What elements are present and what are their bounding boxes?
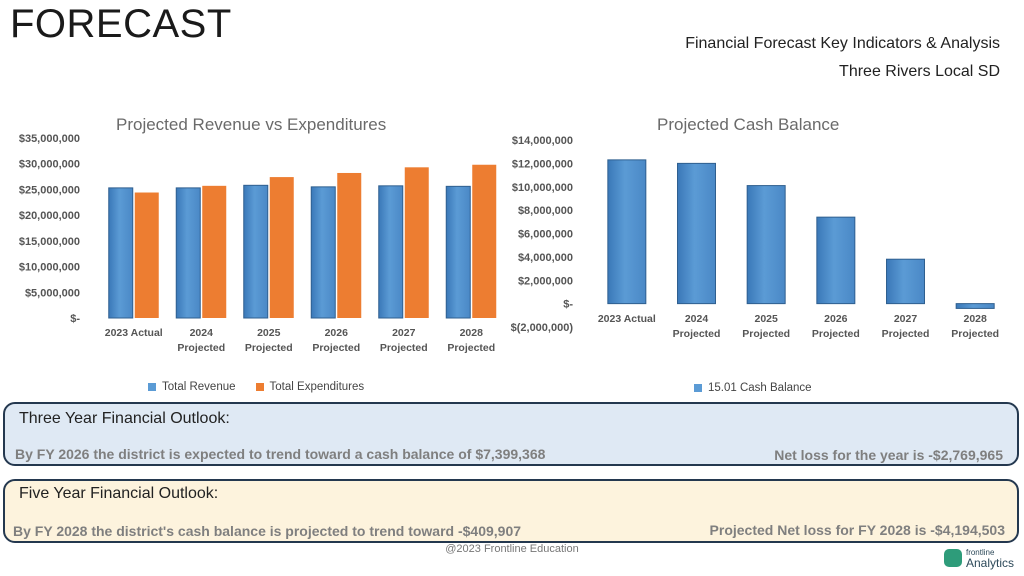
legend-label-expenditures: Total Expenditures xyxy=(269,381,365,393)
logo-line1: frontline xyxy=(965,548,995,557)
revenue-expenditure-chart: $- $5,000,000 $10,000,000 $15,000,000 $20,00… xyxy=(19,133,497,354)
revenue-chart-title: Projected Revenue vs Expenditures xyxy=(116,115,387,134)
y-tick-label: $(2,000,000) xyxy=(511,322,574,334)
x-tick-label: 2027 xyxy=(894,313,918,325)
cash-balance-bar xyxy=(816,216,856,305)
revenue-bar xyxy=(108,187,134,319)
y-tick-label: $5,000,000 xyxy=(25,287,80,299)
three-year-net-loss-text: Net loss for the year is -$2,769,965 xyxy=(774,447,1003,463)
x-tick-label: Projected xyxy=(380,342,428,354)
y-tick-label: $- xyxy=(563,299,573,311)
x-tick-label: Projected xyxy=(177,342,225,354)
cash-chart-title: Projected Cash Balance xyxy=(657,115,840,134)
frontline-analytics-logo: frontline Analytics xyxy=(943,548,1014,570)
x-tick-label: 2026 xyxy=(824,313,848,325)
expenditure-bar xyxy=(404,167,429,318)
x-tick-label: 2027 xyxy=(392,327,416,339)
y-tick-label: $12,000,000 xyxy=(512,158,573,170)
x-tick-label: 2025 xyxy=(257,327,281,339)
five-year-outlook-heading: Five Year Financial Outlook: xyxy=(19,485,219,502)
revenue-chart-legend: Total Revenue Total Expenditures xyxy=(148,381,364,393)
y-tick-label: $2,000,000 xyxy=(518,275,573,287)
cash-balance-chart: $(2,000,000) $- $2,000,000 $4,000,000 $6,000… xyxy=(511,135,999,340)
page-title: FORECAST xyxy=(10,2,232,46)
x-tick-label: Projected xyxy=(812,328,860,340)
three-year-outlook-cash-text: By FY 2026 the district is expected to t… xyxy=(15,446,546,462)
y-tick-label: $8,000,000 xyxy=(518,205,573,217)
x-tick-label: 2023 Actual xyxy=(598,313,656,325)
y-tick-label: $20,000,000 xyxy=(19,210,80,222)
cash-balance-bar xyxy=(607,159,647,305)
revenue-bar xyxy=(175,187,201,319)
x-tick-label: 2026 xyxy=(325,327,349,339)
x-tick-label: 2028 xyxy=(460,327,484,339)
cash-balance-bar xyxy=(886,258,925,305)
legend-swatch-revenue xyxy=(148,383,156,391)
expenditure-bar xyxy=(472,164,497,318)
y-tick-label: $35,000,000 xyxy=(19,133,80,145)
x-tick-label: Projected xyxy=(742,328,790,340)
cash-balance-bar xyxy=(677,162,716,305)
five-year-net-loss-text: Projected Net loss for FY 2028 is -$4,19… xyxy=(709,522,1005,538)
three-year-outlook-box: Three Year Financial Outlook: By FY 2026… xyxy=(3,402,1019,466)
three-year-outlook-heading: Three Year Financial Outlook: xyxy=(19,410,230,427)
x-tick-label: Projected xyxy=(882,328,930,340)
y-tick-label: $15,000,000 xyxy=(19,236,80,248)
legend-label-revenue: Total Revenue xyxy=(162,381,236,393)
y-tick-label: $10,000,000 xyxy=(19,262,80,274)
expenditure-bar xyxy=(337,172,362,318)
five-year-outlook-cash-text: By FY 2028 the district's cash balance i… xyxy=(13,523,522,539)
frontline-logo-icon xyxy=(943,549,962,567)
revenue-bar xyxy=(445,185,471,319)
y-tick-label: $10,000,000 xyxy=(512,182,573,194)
report-subtitle: Financial Forecast Key Indicators & Anal… xyxy=(685,35,1000,52)
cash-chart-legend: 15.01 Cash Balance xyxy=(694,382,812,394)
x-tick-label: Projected xyxy=(447,342,495,354)
y-tick-label: $6,000,000 xyxy=(518,229,573,241)
revenue-bar xyxy=(310,186,336,319)
logo-line2: Analytics xyxy=(965,556,1014,570)
five-year-outlook-box: Five Year Financial Outlook: By FY 2028 … xyxy=(3,479,1019,543)
x-tick-label: 2024 xyxy=(685,313,709,325)
revenue-bar xyxy=(243,184,269,319)
y-tick-label: $25,000,000 xyxy=(19,184,80,196)
y-tick-label: $4,000,000 xyxy=(518,252,573,264)
legend-swatch-cash xyxy=(694,384,702,392)
x-tick-label: Projected xyxy=(673,328,721,340)
x-tick-label: 2028 xyxy=(963,313,987,325)
x-tick-label: Projected xyxy=(312,342,360,354)
district-name: Three Rivers Local SD xyxy=(839,63,1000,80)
y-tick-label: $30,000,000 xyxy=(19,159,80,171)
cash-balance-bar xyxy=(955,303,995,309)
copyright-footer: @2023 Frontline Education xyxy=(445,543,579,555)
legend-label-cash: 15.01 Cash Balance xyxy=(708,382,812,394)
x-tick-label: 2023 Actual xyxy=(105,327,163,339)
legend-swatch-expenditures xyxy=(255,383,264,391)
x-tick-label: 2025 xyxy=(754,313,778,325)
x-tick-label: Projected xyxy=(951,328,999,340)
expenditure-bar xyxy=(134,192,159,318)
logo-text: frontline Analytics xyxy=(965,548,1014,570)
expenditure-bar xyxy=(269,177,294,318)
y-tick-label: $14,000,000 xyxy=(512,135,573,147)
x-tick-label: 2024 xyxy=(190,327,214,339)
expenditure-bar xyxy=(202,185,227,318)
cash-balance-bar xyxy=(746,185,786,305)
x-tick-label: Projected xyxy=(245,342,293,354)
y-tick-label: $- xyxy=(70,313,80,325)
revenue-bar xyxy=(378,185,404,319)
